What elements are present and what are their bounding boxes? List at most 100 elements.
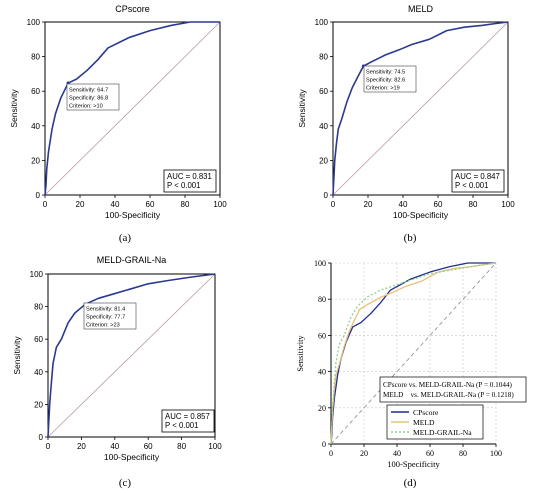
- x-tick-label: 60: [426, 449, 434, 458]
- y-axis-label: Sensitivity: [295, 335, 305, 372]
- y-tick-label: 60: [34, 335, 43, 344]
- chart-panel-3: 0 20 40 60 80 100 0 20 40 60 80 100 100-Specificity S…: [12, 255, 222, 462]
- plot-frame: [44, 21, 221, 196]
- y-tick-label: 0: [322, 440, 326, 449]
- legend-label: MELD: [413, 418, 435, 427]
- roc-curve-series-1: [47, 273, 216, 438]
- x-tick-label: 20: [364, 200, 373, 209]
- x-tick-label: 0: [331, 200, 336, 209]
- x-tick-label: 60: [146, 200, 155, 209]
- roc-curve-series-1: [44, 21, 220, 196]
- chart-title: MELD-GRAIL-Na: [97, 255, 167, 265]
- reference-diagonal: [44, 21, 221, 196]
- x-tick-label: 100: [490, 449, 502, 458]
- x-tick-label: 80: [459, 449, 467, 458]
- legend-label: CPscore: [413, 408, 439, 417]
- criterion-line: Sensitivity: 64.7: [69, 88, 108, 94]
- auc-line: P < 0.001: [455, 181, 488, 190]
- y-tick-label: 20: [31, 156, 40, 165]
- x-tick-label: 100: [213, 200, 227, 209]
- chart-panel-4: 0 20 40 60 80 100 0 20 40 60 80 100 100-Specificity S…: [295, 259, 527, 469]
- x-tick-label: 40: [110, 442, 119, 451]
- chart-title: MELD: [408, 4, 434, 14]
- auc-line: P < 0.001: [165, 421, 198, 430]
- y-tick-label: 20: [34, 400, 43, 409]
- y-axis-label: Sensitivity: [9, 89, 19, 128]
- x-tick-label: 20: [77, 442, 86, 451]
- comparison-box: [379, 376, 527, 403]
- y-tick-label: 0: [324, 191, 329, 200]
- reference-diagonal: [332, 21, 509, 196]
- roc-curve-meld-grail-na: [330, 262, 497, 445]
- y-tick-label: 60: [318, 331, 326, 340]
- x-tick-label: 80: [469, 200, 478, 209]
- y-tick-label: 60: [31, 87, 40, 96]
- y-tick-label: 40: [34, 368, 43, 377]
- panel-letter-a: (a): [118, 232, 132, 244]
- y-tick-label: 80: [318, 295, 326, 304]
- y-tick-label: 0: [39, 433, 44, 442]
- auc-line: AUC = 0.831: [167, 172, 212, 181]
- auc-line: AUC = 0.857: [165, 412, 210, 421]
- x-axis-label: 100-Specificity: [393, 210, 449, 220]
- chart-panel-2: 0 20 40 60 80 100 0 20 40 60 80 100 100-Specificity S…: [297, 4, 515, 220]
- criterion-line: Criterion: >23: [86, 323, 120, 329]
- y-axis-label: Sensitivity: [12, 336, 22, 375]
- y-tick-label: 100: [27, 18, 41, 27]
- y-tick-label: 40: [318, 368, 326, 377]
- reference-diagonal: [330, 262, 497, 445]
- criterion-box: [66, 83, 120, 111]
- x-tick-label: 80: [181, 200, 190, 209]
- x-axis-label: 100-Specificity: [387, 459, 440, 469]
- roc-curve-cpscore: [330, 262, 496, 445]
- plot-frame: [332, 21, 509, 196]
- criterion-line: Criterion: >10: [69, 104, 103, 110]
- x-tick-label: 40: [111, 200, 120, 209]
- chart-title: CPscore: [115, 4, 150, 14]
- x-axis-label: 100-Specificity: [104, 452, 160, 462]
- auc-box: [161, 409, 215, 433]
- x-tick-label: 60: [144, 442, 153, 451]
- panel-letter-b: (b): [403, 232, 417, 244]
- criterion-line: Criterion: >19: [366, 86, 400, 92]
- y-tick-label: 20: [318, 404, 326, 413]
- auc-box: [451, 169, 505, 193]
- x-tick-label: 80: [177, 442, 186, 451]
- roc-curve-series-1: [332, 21, 509, 196]
- comparison-line: MELD vs. MELD-GRAIL-Na (P = 0.1218): [383, 391, 514, 399]
- x-tick-label: 0: [329, 449, 333, 458]
- x-axis-label: 100-Specificity: [105, 210, 161, 220]
- plot-frame: [47, 273, 216, 438]
- legend-label: MELD-GRAIL-Na: [413, 428, 472, 437]
- chart-panel-1: 0 20 40 60 80 100 0 20 40 60 80 100 100-Specificity S…: [9, 4, 227, 220]
- criterion-line: Specificity: 82.6: [366, 78, 405, 84]
- y-axis-label: Sensitivity: [297, 89, 307, 128]
- y-tick-label: 40: [319, 122, 328, 131]
- panel-letter-c: (c): [118, 477, 132, 489]
- x-tick-label: 60: [434, 200, 443, 209]
- reference-diagonal: [47, 273, 216, 438]
- x-tick-label: 20: [360, 449, 368, 458]
- x-tick-label: 20: [76, 200, 85, 209]
- y-tick-label: 80: [319, 53, 328, 62]
- panel-letter-d: (d): [403, 477, 417, 489]
- criterion-box: [363, 65, 417, 93]
- auc-line: P < 0.001: [167, 181, 200, 190]
- criterion-line: Sensitivity: 74.5: [366, 70, 405, 76]
- comparison-line: CPscore vs. MELD-GRAIL-Na (P = 0.1044): [383, 381, 513, 389]
- y-tick-label: 80: [34, 303, 43, 312]
- x-tick-label: 40: [399, 200, 408, 209]
- criterion-box: [83, 302, 137, 330]
- auc-box: [163, 169, 217, 193]
- y-tick-label: 20: [319, 156, 328, 165]
- criterion-line: Specificity: 86.8: [69, 96, 108, 102]
- criterion-line: Specificity: 77.7: [86, 315, 125, 321]
- y-tick-label: 100: [315, 18, 329, 27]
- x-tick-label: 100: [501, 200, 515, 209]
- y-tick-label: 100: [30, 270, 44, 279]
- x-tick-label: 0: [46, 442, 51, 451]
- y-tick-label: 0: [36, 191, 41, 200]
- x-tick-label: 40: [393, 449, 401, 458]
- x-tick-label: 100: [208, 442, 222, 451]
